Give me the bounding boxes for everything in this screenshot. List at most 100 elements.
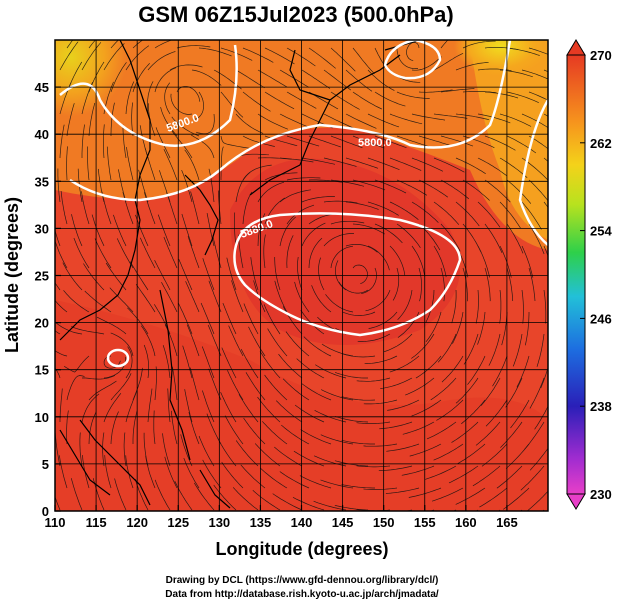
streamline [220, 135, 250, 149]
streamline [242, 47, 274, 63]
streamline [484, 135, 516, 151]
streamline [71, 326, 105, 335]
streamline [480, 377, 501, 406]
streamline [521, 201, 542, 230]
streamline [357, 333, 391, 342]
streamline [243, 417, 266, 445]
x-tick-label: 125 [167, 515, 189, 530]
streamline [60, 190, 68, 225]
streamline [226, 257, 237, 291]
streamline [440, 135, 474, 147]
streamline [396, 135, 430, 147]
streamline [227, 370, 244, 401]
streamline [516, 355, 530, 388]
streamline [164, 456, 178, 489]
streamline [308, 237, 323, 269]
streamlines [55, 40, 565, 511]
y-tick-label: 30 [35, 221, 49, 236]
streamline [401, 465, 435, 476]
streamline [301, 69, 331, 89]
streamline [396, 47, 419, 69]
streamline [481, 443, 508, 467]
streamline [263, 304, 281, 335]
streamline [448, 465, 479, 484]
streamline [402, 421, 435, 435]
streamline [188, 411, 200, 445]
streamline [506, 135, 537, 154]
streamline [176, 45, 211, 49]
y-tick-label: 10 [35, 410, 49, 425]
streamline [122, 191, 134, 225]
streamline [143, 192, 156, 225]
streamline [153, 410, 156, 445]
red-core-region [230, 158, 460, 345]
streamline [299, 475, 332, 489]
streamline [342, 311, 376, 316]
x-tick-label: 110 [45, 515, 66, 530]
streamline [235, 113, 264, 134]
streamline [308, 135, 341, 148]
streamline [252, 490, 281, 511]
streamline [335, 260, 347, 291]
streamline [352, 91, 383, 110]
streamline [242, 135, 275, 147]
streamline [183, 457, 200, 489]
streamline [113, 214, 127, 247]
streamline [96, 316, 127, 335]
streamline [267, 328, 288, 357]
streamline [88, 40, 96, 49]
streamline [213, 69, 242, 90]
streamline [184, 149, 200, 181]
streamline [191, 69, 222, 86]
streamline [62, 262, 83, 291]
streamline [286, 235, 294, 269]
streamline [455, 113, 490, 121]
streamline [528, 47, 548, 55]
streamline [116, 238, 134, 269]
streamline [477, 311, 486, 345]
streamline [477, 68, 512, 71]
streamline [477, 113, 511, 124]
streamline [66, 40, 74, 49]
y-tick-label: 5 [42, 457, 49, 472]
streamline [334, 416, 369, 423]
streamline [235, 172, 251, 203]
streamline [392, 267, 400, 301]
streamline [389, 245, 406, 276]
streamline [389, 113, 423, 125]
streamline [235, 440, 259, 467]
streamline [198, 435, 215, 467]
y-tick-label: 15 [35, 363, 49, 378]
colorbar-gradient [566, 54, 586, 495]
streamline [341, 396, 376, 401]
streamline [235, 69, 265, 89]
streamline [313, 500, 347, 511]
streamline [499, 157, 528, 178]
streamline [190, 191, 200, 225]
contour-lines [59, 40, 548, 368]
streamline [286, 204, 315, 225]
streamline [180, 434, 193, 467]
streamline [551, 224, 565, 254]
streamline [396, 179, 428, 196]
streamline [323, 157, 357, 167]
streamline [356, 377, 391, 382]
streamline [528, 267, 536, 302]
streamline [433, 113, 468, 119]
streamline [207, 324, 222, 357]
streamline [275, 400, 303, 423]
streamline [301, 222, 326, 247]
streamline [208, 368, 222, 401]
streamline [154, 67, 177, 93]
streamline [521, 289, 524, 324]
streamline [345, 113, 377, 129]
streamline [193, 91, 204, 120]
streamline [462, 135, 495, 149]
streamline [264, 47, 295, 65]
streamline [58, 455, 68, 489]
streamline [389, 201, 419, 221]
streamline [189, 367, 200, 401]
streamline [262, 421, 288, 445]
streamline [396, 91, 430, 99]
x-tick-label: 135 [250, 515, 272, 530]
